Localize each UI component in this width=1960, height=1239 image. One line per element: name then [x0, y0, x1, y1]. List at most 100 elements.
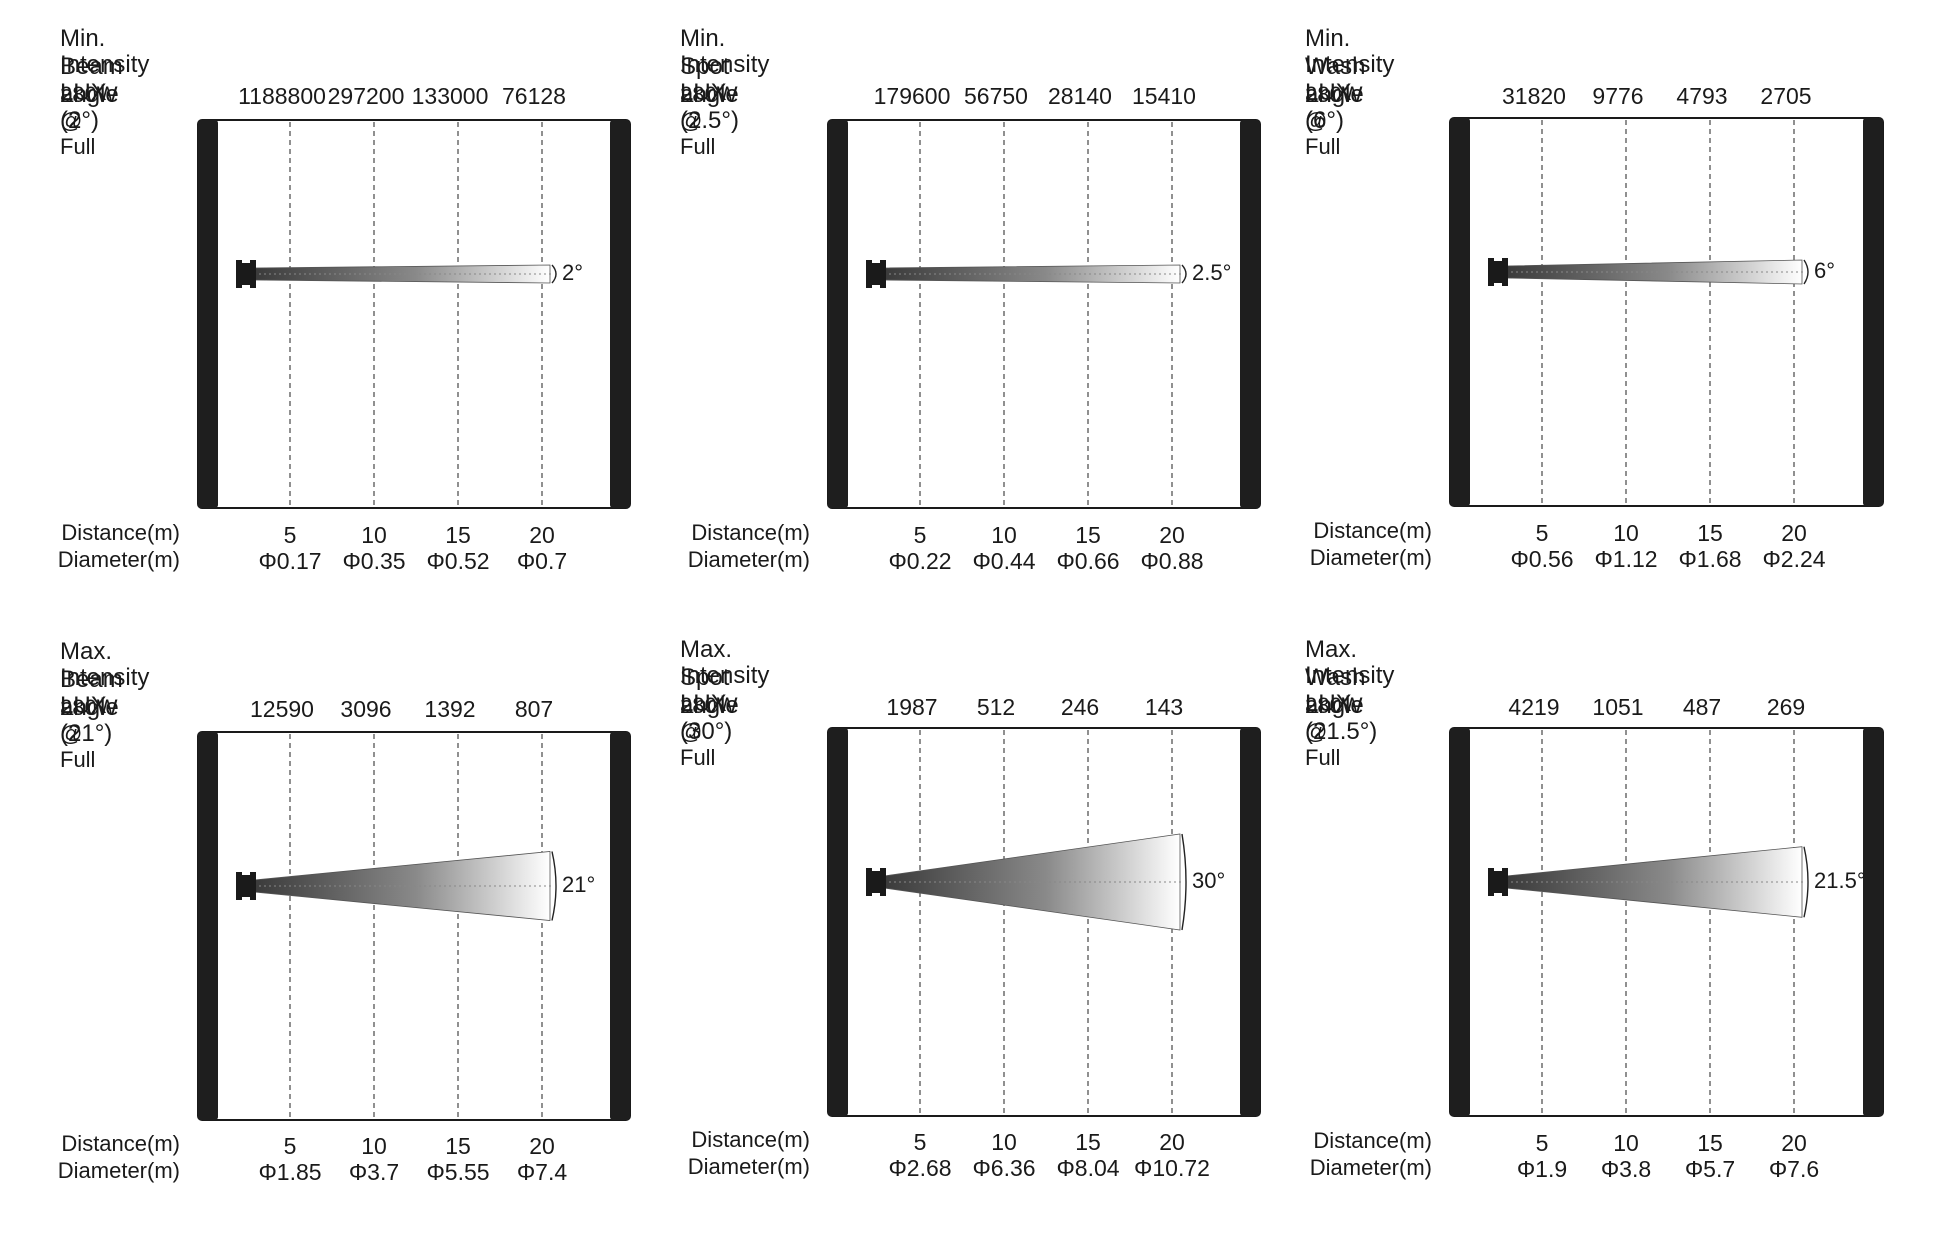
- lux-value: 2705: [1760, 83, 1812, 109]
- beam-angle-label: 2.5°: [1192, 260, 1232, 285]
- distance-tick: 10: [361, 522, 387, 548]
- distance-tick: 10: [361, 1133, 387, 1159]
- distance-row-label: Distance(m): [61, 520, 180, 545]
- power-label: 280W @ Full: [1305, 82, 1363, 159]
- diameter-value: Φ3.8: [1600, 1156, 1652, 1182]
- diameter-value: Φ0.66: [1056, 548, 1120, 574]
- right-wall: [610, 120, 630, 508]
- distance-tick: 5: [283, 1133, 297, 1159]
- distance-row-label: Distance(m): [691, 520, 810, 545]
- distance-tick: 20: [1781, 1130, 1807, 1156]
- power-label: 280W @ Full: [60, 82, 118, 159]
- distance-tick: 5: [1535, 520, 1549, 546]
- diameter-row-label: Diameter(m): [687, 1154, 810, 1179]
- lux-value: 12590: [250, 696, 314, 722]
- fixture-head-icon: [236, 260, 256, 288]
- angle-arc: [1181, 264, 1187, 284]
- diameter-row-label: Diameter(m): [57, 547, 180, 572]
- diameter-value: Φ8.04: [1056, 1155, 1120, 1181]
- fixture-head-icon: [866, 260, 886, 288]
- left-wall: [1450, 728, 1470, 1116]
- panel-title: Min. Wash angle: [1305, 25, 1366, 108]
- diameter-value: Φ6.36: [972, 1155, 1036, 1181]
- distance-tick: 5: [1535, 1130, 1549, 1156]
- lux-value: 246: [1060, 694, 1100, 720]
- intensity-label: Intensity LUX (30°): [680, 662, 770, 745]
- diameter-value: Φ1.68: [1678, 546, 1742, 572]
- panel-title: Max. Beam angle: [60, 638, 123, 721]
- right-wall: [610, 732, 630, 1120]
- diameter-value: Φ1.9: [1516, 1156, 1568, 1182]
- power-label: 280W @ Full: [60, 695, 118, 772]
- distance-tick: 10: [1613, 520, 1639, 546]
- right-wall: [1240, 728, 1260, 1116]
- lux-value: 28140: [1048, 83, 1112, 109]
- diameter-row-label: Diameter(m): [57, 1158, 180, 1183]
- panel-title: Min. Spot angle: [680, 25, 739, 108]
- diameter-value: Φ3.7: [348, 1159, 400, 1185]
- distance-tick: 15: [1075, 1129, 1101, 1155]
- diameter-value: Φ0.56: [1510, 546, 1574, 572]
- intensity-label: Intensity LUX (21°): [60, 664, 150, 747]
- angle-arc: [1803, 259, 1809, 285]
- lux-value: 133000: [411, 83, 489, 109]
- beam-angle-label: 21.5°: [1814, 868, 1866, 893]
- distance-tick: 20: [1781, 520, 1807, 546]
- fixture-head-icon: [236, 872, 256, 900]
- diameter-value: Φ1.12: [1594, 546, 1658, 572]
- lux-value: 1051: [1592, 694, 1644, 720]
- lux-value: 56750: [964, 83, 1028, 109]
- distance-row-label: Distance(m): [691, 1127, 810, 1152]
- distance-tick: 15: [445, 1133, 471, 1159]
- diameter-value: Φ2.24: [1762, 546, 1826, 572]
- diameter-value: Φ0.52: [426, 548, 490, 574]
- distance-tick: 15: [445, 522, 471, 548]
- angle-arc: [551, 851, 557, 921]
- distance-tick: 20: [529, 1133, 555, 1159]
- diameter-value: Φ5.7: [1684, 1156, 1736, 1182]
- intensity-label: Intensity LUX (2°): [60, 51, 150, 134]
- fixture-head-icon: [866, 868, 886, 896]
- lux-value: 1987: [886, 694, 938, 720]
- distance-row-label: Distance(m): [1313, 518, 1432, 543]
- lux-value: 76128: [502, 83, 566, 109]
- diameter-row-label: Diameter(m): [1309, 545, 1432, 570]
- distance-tick: 10: [991, 1129, 1017, 1155]
- distance-tick: 15: [1697, 520, 1723, 546]
- beam-angle-label: 2°: [562, 260, 584, 285]
- diameter-value: Φ0.35: [342, 548, 406, 574]
- lux-value: 4793: [1676, 83, 1728, 109]
- diameter-value: Φ0.44: [972, 548, 1036, 574]
- diameter-value: Φ10.72: [1134, 1155, 1210, 1181]
- diameter-value: Φ2.68: [888, 1155, 952, 1181]
- power-label: 280W @ Full: [680, 693, 738, 770]
- lux-value: 3096: [340, 696, 392, 722]
- diameter-value: Φ0.17: [258, 548, 322, 574]
- diameter-value: Φ7.4: [516, 1159, 568, 1185]
- distance-tick: 5: [283, 522, 297, 548]
- power-label: 280W @ Full: [680, 82, 738, 159]
- left-wall: [1450, 118, 1470, 506]
- panel-title: Max. Wash angle: [1305, 636, 1366, 719]
- lux-value: 179600: [873, 83, 951, 109]
- left-wall: [828, 120, 848, 508]
- angle-arc: [1181, 833, 1187, 931]
- lux-value: 1392: [424, 696, 476, 722]
- beam-angle-label: 21°: [562, 872, 596, 897]
- diameter-row-label: Diameter(m): [687, 547, 810, 572]
- diameter-value: Φ0.22: [888, 548, 952, 574]
- right-wall: [1240, 120, 1260, 508]
- distance-tick: 20: [529, 522, 555, 548]
- diameter-value: Φ7.6: [1768, 1156, 1820, 1182]
- beam-angle-label: 6°: [1814, 258, 1836, 283]
- intensity-label: Intensity LUX (6°): [1305, 51, 1395, 134]
- diameter-value: Φ5.55: [426, 1159, 490, 1185]
- fixture-head-icon: [1488, 258, 1508, 286]
